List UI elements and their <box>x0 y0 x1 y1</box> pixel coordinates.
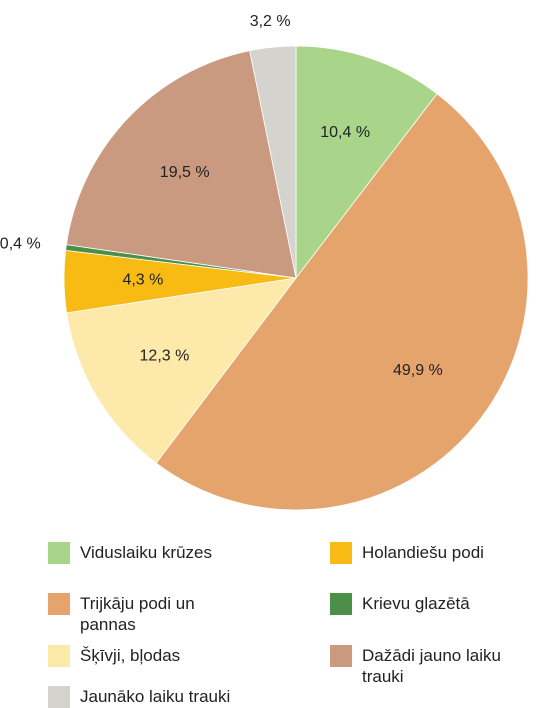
legend-swatch <box>48 645 70 667</box>
legend-item: Krievu glazētā <box>330 593 532 615</box>
legend-label: Holandiešu podi <box>362 543 484 562</box>
legend-label: Trijkāju podi un pannas <box>80 594 195 634</box>
legend-swatch <box>48 542 70 564</box>
legend-label: Dažādi jauno laiku trauki <box>362 646 501 686</box>
legend-item: Viduslaiku krūzes <box>48 542 250 564</box>
legend-swatch <box>48 686 70 708</box>
pie-slice <box>295 45 438 280</box>
legend-swatch <box>330 593 352 615</box>
data-label: 49,9 % <box>393 362 443 379</box>
legend-label: Jaunāko laiku trauki <box>80 687 231 706</box>
legend-item: Šķīvji, bļodas <box>48 645 250 667</box>
chart: 10,4 % 49,9 % 12,3 % 4,3 % 0,4 % 19,5 % 3,2 % <box>0 13 529 511</box>
legend-item: Holandiešu podi <box>330 542 532 564</box>
legend-item: Trijkāju podi un pannas <box>48 593 250 635</box>
pie-slice <box>155 93 529 511</box>
pie-slice <box>66 277 297 464</box>
pie-slice <box>65 50 297 279</box>
legend-item: Jaunāko laiku trauki <box>48 686 250 708</box>
legend-label: Šķīvji, bļodas <box>80 646 181 665</box>
legend-swatch <box>330 645 352 667</box>
pie-slice <box>249 45 297 279</box>
legend-item: Dažādi jauno laiku trauki <box>330 645 532 687</box>
legend-label: Viduslaiku krūzes <box>80 543 212 562</box>
data-label: 4,3 % <box>122 272 163 289</box>
data-label: 12,3 % <box>140 348 190 365</box>
data-label: 0,4 % <box>0 235 41 252</box>
legend-label: Krievu glazētā <box>362 594 470 613</box>
data-label: 3,2 % <box>250 13 291 30</box>
legend-swatch <box>48 593 70 615</box>
data-label: 10,4 % <box>320 124 370 141</box>
data-label: 19,5 % <box>160 164 210 181</box>
legend-swatch <box>330 542 352 564</box>
